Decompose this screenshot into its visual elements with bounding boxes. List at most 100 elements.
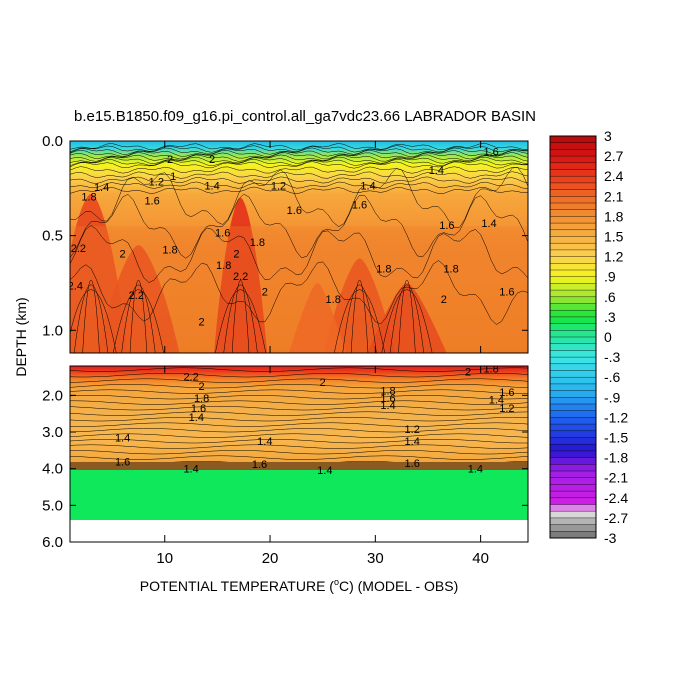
contour-line (70, 428, 528, 433)
colorbar-swatch (550, 357, 596, 365)
colorbar-label: -1.2 (604, 409, 628, 425)
colorbar-swatch (550, 296, 596, 304)
colorbar-label: -2.7 (604, 510, 628, 526)
below-seafloor-region (70, 470, 528, 520)
contour-line (381, 289, 433, 353)
contour-label: 1.6 (287, 205, 302, 217)
contour-label: 2.2 (71, 243, 86, 255)
contour-label: 1.4 (115, 433, 130, 445)
colorbar-swatch (550, 189, 596, 197)
colorbar-swatch (550, 303, 596, 311)
colorbar-swatch (550, 484, 596, 492)
contour-label: 1.4 (189, 412, 204, 424)
colorbar-swatch (550, 531, 596, 539)
upper-panel: 1.82.22.422.21.4 1.2 11.61.81.41.61.822.21… (70, 141, 528, 353)
colorbar-swatch (550, 229, 596, 237)
colorbar-swatch (550, 397, 596, 405)
colorbar-label: 1.5 (604, 229, 624, 245)
contour-line (121, 284, 156, 353)
colorbar-swatch (550, 236, 596, 244)
colorbar-swatch (550, 517, 596, 525)
contour-label: 1.8 (483, 364, 498, 376)
colorbar-label: 0 (604, 329, 612, 345)
y-axis-label: DEPTH (km) (13, 297, 29, 376)
contour-label: 2 (262, 286, 268, 298)
contour-label: 1.6 (115, 456, 130, 468)
contour-line (70, 147, 528, 155)
contour-label: 1.4 (405, 436, 420, 448)
colorbar-swatch (550, 350, 596, 358)
colorbar-label: 3 (604, 128, 612, 144)
contour-label: 1.4 (489, 395, 504, 407)
colorbar-swatch (550, 417, 596, 425)
contour-label: 1.4 (468, 464, 483, 476)
colorbar-label: -.9 (604, 389, 621, 405)
colorbar-label: -1.5 (604, 430, 628, 446)
contour-label: 1.4 (481, 218, 496, 230)
y-tick-label: 1.0 (42, 322, 63, 339)
colorbar-swatch (550, 203, 596, 210)
contour-label: 1.8 (162, 245, 177, 257)
contour-label: 1.8 (194, 393, 209, 405)
contour-line (70, 439, 528, 444)
colorbar-swatch (550, 156, 596, 164)
colorbar-frame (549, 135, 597, 539)
colorbar-swatch (550, 283, 596, 291)
contour-label: 1.4 (360, 180, 375, 192)
upper-panel-warm-regions (70, 194, 528, 353)
contour-label: 1.6 (215, 228, 230, 240)
contour-label: 2 (320, 377, 326, 389)
contour-label: 2 (465, 367, 471, 379)
colorbar-label: -.3 (604, 349, 621, 365)
contour-label: 1.8 (443, 264, 458, 276)
colorbar-swatch (550, 182, 596, 190)
colorbar-swatch (550, 310, 596, 318)
contour-label: 1.6 (252, 459, 267, 471)
x-tick-label: 30 (367, 550, 384, 567)
contour-label: 1.4 (317, 465, 332, 477)
contour-label: 2 (167, 154, 173, 166)
colorbar-label: 1.2 (604, 249, 624, 265)
contour-line (70, 143, 528, 151)
contour-line (223, 284, 258, 353)
contour-line (215, 289, 267, 353)
contour-label: 1 (170, 171, 176, 183)
colorbar-swatch (550, 162, 596, 170)
colorbar-swatch (550, 444, 596, 452)
contour-line (70, 260, 528, 325)
upper-panel-contour-lines (70, 143, 528, 353)
colorbar-swatch (550, 491, 596, 499)
contour-label: 1.6 (483, 146, 498, 158)
contour-label: 1.8 (250, 237, 265, 249)
colorbar-swatch (550, 404, 596, 411)
x-axis-label-degree: o (334, 577, 339, 587)
contour-label: 2 (199, 381, 205, 393)
colorbar-swatch (550, 270, 596, 277)
contour-label: 1.4 (204, 180, 219, 192)
contour-line (70, 389, 528, 394)
colorbar-swatch (550, 216, 596, 224)
contour-line (70, 411, 528, 416)
warm-band (70, 226, 528, 353)
colorbar-swatch (550, 343, 596, 351)
contour-line (73, 284, 109, 353)
colorbar-swatch (550, 437, 596, 445)
colorbar-label: -1.8 (604, 450, 628, 466)
contour-line (70, 171, 528, 179)
upper-panel-frame (69, 140, 529, 354)
y-tick-label: 5.0 (42, 497, 63, 514)
contour-line (70, 455, 528, 460)
contour-label: 2 (120, 249, 126, 261)
contour-line (112, 289, 164, 353)
contour-line (334, 289, 386, 353)
chart-title: b.e15.B1850.f09_g16.pi_control.all_ga7vd… (74, 108, 536, 125)
colorbar-swatch (550, 450, 596, 458)
contour-label: 1.4 (380, 400, 395, 412)
contour-label: 2.2 (183, 372, 198, 384)
contour-line (70, 384, 528, 389)
lower-panel: 2.221.81.61.421.81.61.42 1.81.61.41.21.4 1… (70, 364, 528, 542)
contour-label: 1.4 (94, 182, 109, 194)
x-tick-label: 20 (262, 550, 279, 567)
contour-label: 1.6 (499, 387, 514, 399)
